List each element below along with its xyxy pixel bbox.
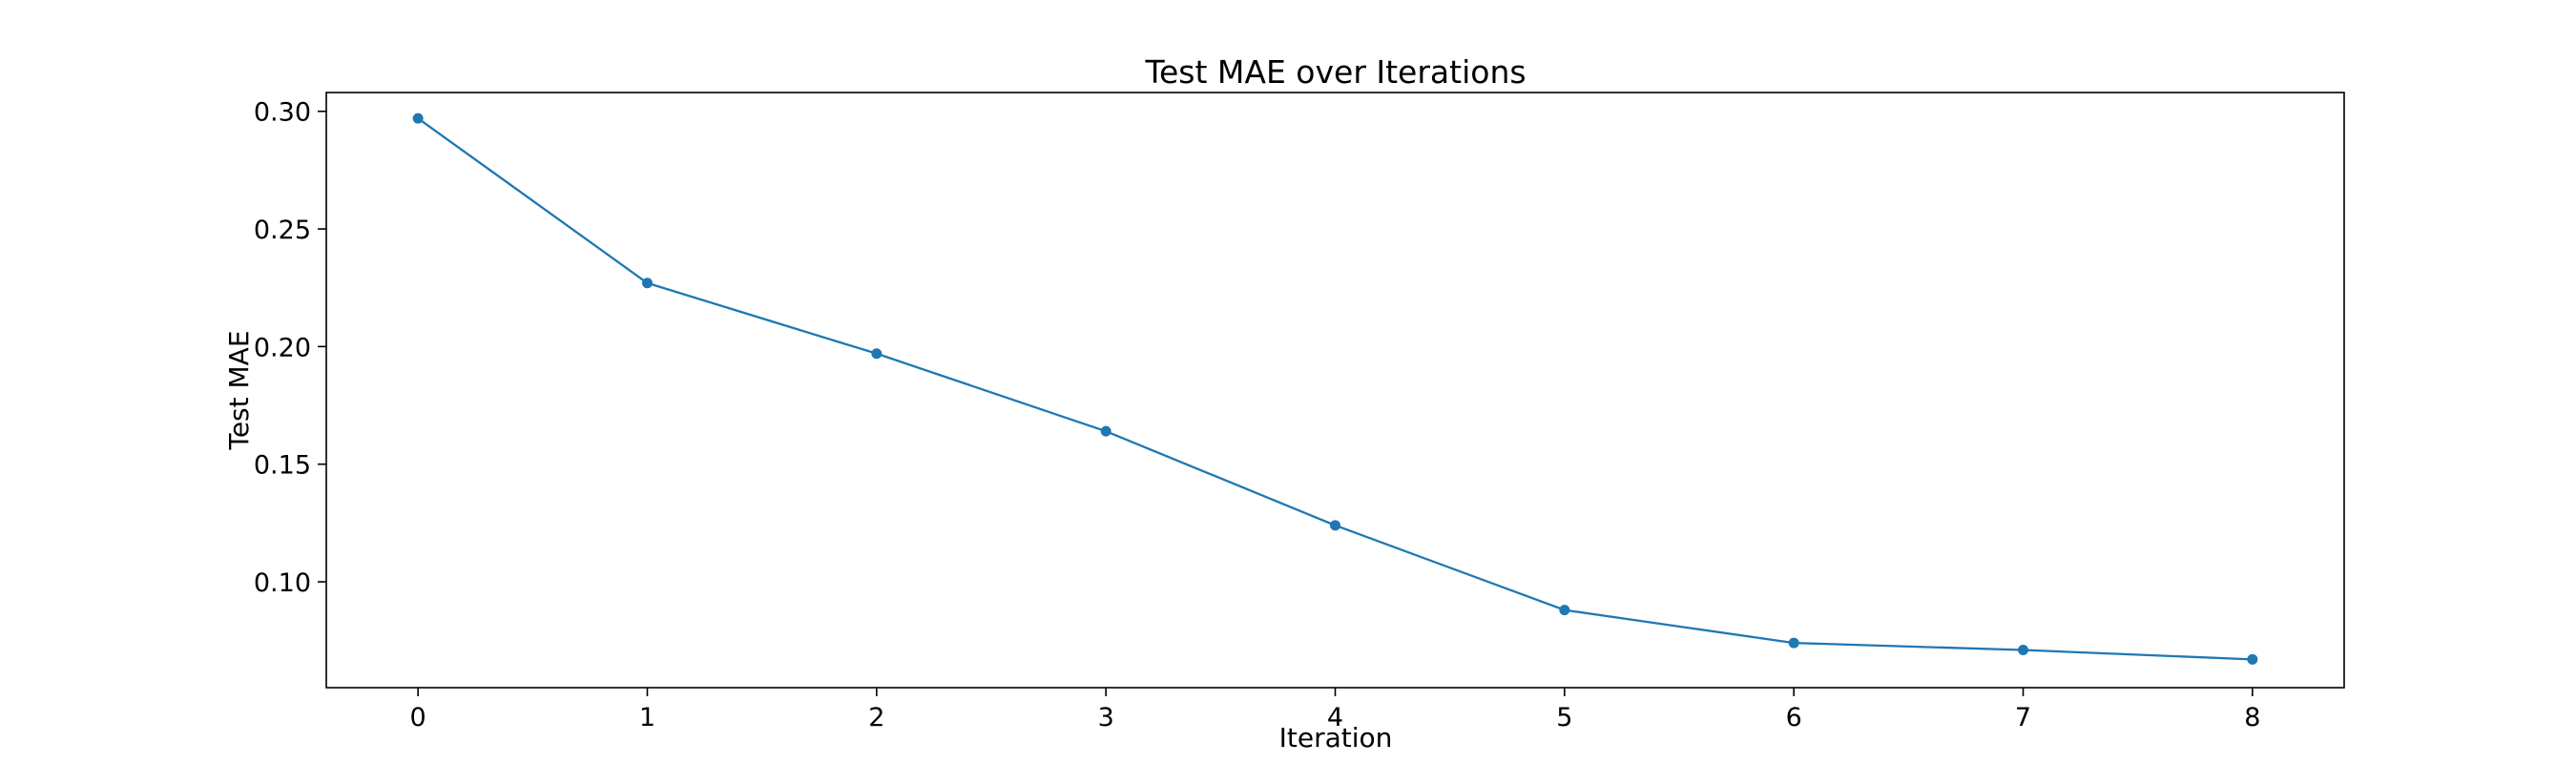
data-point xyxy=(641,278,653,289)
data-point xyxy=(871,348,883,360)
y-axis-label: Test MAE xyxy=(223,330,255,450)
x-axis: 0 1 2 3 4 5 6 7 8 xyxy=(410,688,2260,732)
x-tick-label: 7 xyxy=(2015,703,2031,732)
x-tick-label: 4 xyxy=(1327,703,1343,732)
data-point xyxy=(1559,605,1570,616)
data-point xyxy=(2018,645,2029,656)
y-tick-label: 0.10 xyxy=(254,568,311,598)
y-tick-label: 0.30 xyxy=(254,98,311,128)
x-tick-label: 2 xyxy=(868,703,884,732)
x-tick-label: 0 xyxy=(410,703,426,732)
data-point xyxy=(2247,653,2258,665)
y-tick-label: 0.20 xyxy=(254,333,311,362)
x-tick-label: 3 xyxy=(1098,703,1114,732)
data-point xyxy=(1788,637,1799,649)
data-point xyxy=(412,113,424,124)
plot-area xyxy=(412,113,2258,665)
chart-title: Test MAE over Iterations xyxy=(1144,53,1526,91)
y-tick-label: 0.25 xyxy=(254,216,311,245)
data-point xyxy=(1330,520,1340,531)
x-tick-label: 6 xyxy=(1786,703,1802,732)
x-tick-label: 8 xyxy=(2244,703,2260,732)
x-axis-label: Iteration xyxy=(1279,722,1393,753)
y-tick-label: 0.15 xyxy=(254,451,311,481)
y-axis: 0.10 0.15 0.20 0.25 0.30 xyxy=(254,98,326,598)
x-tick-label: 5 xyxy=(1556,703,1572,732)
x-tick-label: 1 xyxy=(639,703,655,732)
data-point xyxy=(1100,425,1111,437)
